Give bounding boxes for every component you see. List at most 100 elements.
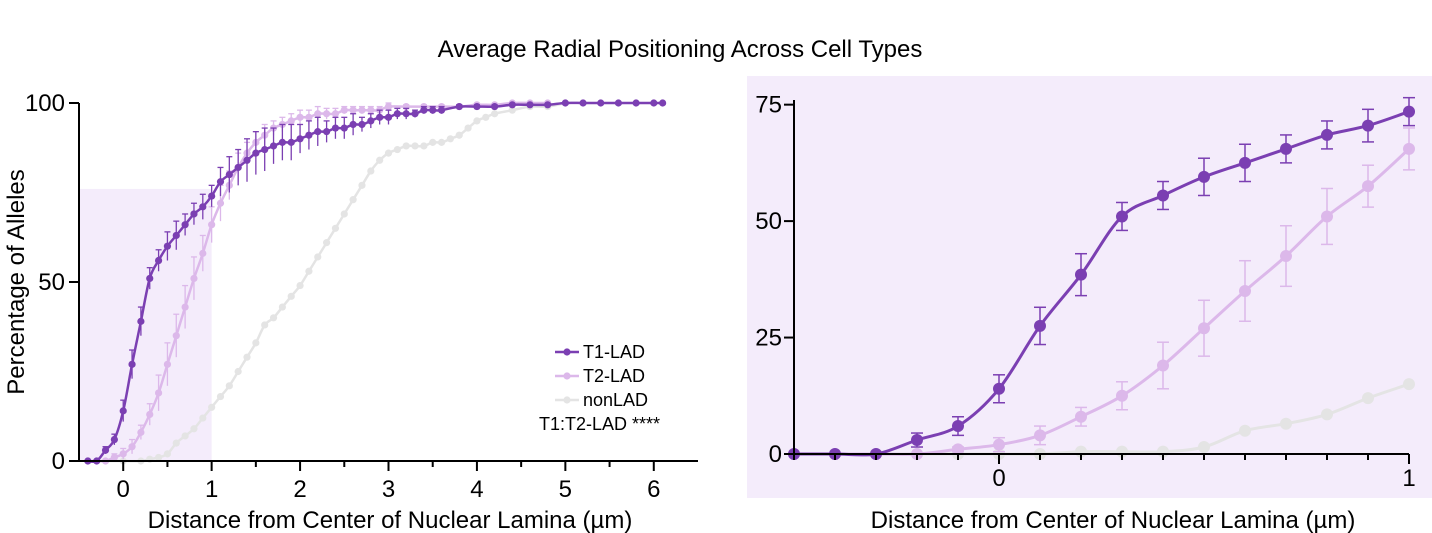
x-tick-label: 0 bbox=[117, 476, 130, 503]
data-point-t2-lad bbox=[287, 117, 295, 125]
data-point-t2-lad bbox=[163, 360, 172, 368]
data-point-t1-lad bbox=[331, 124, 340, 132]
zoom-y-tick-label: 0 bbox=[769, 441, 782, 468]
legend-label-t2-lad: T2-LAD bbox=[583, 366, 645, 386]
zoom-data-point-t1-lad bbox=[1075, 268, 1087, 281]
zoom-data-point-nonlad bbox=[1403, 378, 1415, 391]
y-tick-label: 0 bbox=[52, 448, 65, 475]
data-point-t1-lad bbox=[349, 120, 357, 129]
data-point-t2-lad bbox=[190, 274, 198, 283]
zoom-data-point-nonlad bbox=[1321, 408, 1333, 421]
zoom-data-point-t1-lad bbox=[1321, 128, 1333, 141]
data-point-t1-lad bbox=[128, 360, 136, 368]
y-tick-label: 50 bbox=[38, 269, 65, 296]
data-point-t1-lad bbox=[110, 435, 118, 444]
left-series-layer bbox=[84, 99, 667, 465]
data-point-t2-lad bbox=[367, 106, 375, 114]
data-point-nonlad bbox=[429, 138, 437, 146]
x-tick-label: 3 bbox=[382, 476, 395, 503]
zoom-region-highlight bbox=[79, 188, 212, 462]
data-point-t1-lad bbox=[491, 102, 499, 111]
data-point-t1-lad bbox=[614, 99, 623, 107]
data-point-t1-lad bbox=[393, 110, 401, 118]
data-point-nonlad bbox=[420, 142, 428, 150]
data-point-t2-lad bbox=[137, 428, 145, 436]
data-point-nonlad bbox=[437, 138, 446, 146]
data-point-nonlad bbox=[216, 392, 225, 401]
data-point-nonlad bbox=[154, 453, 163, 462]
data-point-nonlad bbox=[402, 142, 410, 150]
data-point-t1-lad bbox=[323, 128, 331, 136]
data-point-t1-lad bbox=[650, 99, 658, 107]
data-point-t1-lad bbox=[544, 101, 552, 109]
zoom-data-point-t2-lad bbox=[993, 438, 1005, 451]
x-tick-label: 6 bbox=[647, 476, 660, 503]
zoom-data-point-t2-lad bbox=[1362, 180, 1374, 193]
x-axis-title: Distance from Center of Nuclear Lamina (… bbox=[148, 507, 633, 533]
data-point-t1-lad bbox=[367, 117, 375, 125]
data-point-t1-lad bbox=[437, 106, 446, 114]
data-point-t1-lad bbox=[261, 145, 269, 154]
data-point-t1-lad bbox=[561, 99, 569, 107]
data-point-t1-lad bbox=[243, 156, 251, 164]
data-point-t2-lad bbox=[146, 410, 154, 419]
series-nonlad bbox=[84, 99, 569, 465]
data-point-nonlad bbox=[181, 432, 189, 440]
data-point-t1-lad bbox=[411, 110, 419, 118]
legend-marker-t1-lad bbox=[563, 348, 571, 356]
data-point-nonlad bbox=[314, 253, 322, 261]
data-point-t1-lad bbox=[208, 192, 216, 200]
data-point-t1-lad bbox=[181, 221, 189, 229]
data-point-nonlad bbox=[278, 303, 286, 311]
data-point-t1-lad bbox=[314, 128, 322, 136]
data-point-nonlad bbox=[349, 196, 357, 204]
zoom-data-point-nonlad bbox=[1362, 392, 1374, 405]
data-point-t2-lad bbox=[384, 102, 393, 111]
data-point-t1-lad bbox=[172, 231, 180, 240]
x-tick-label: 1 bbox=[205, 476, 218, 503]
data-point-t1-lad bbox=[216, 178, 225, 186]
data-point-nonlad bbox=[367, 167, 375, 175]
data-point-t2-lad bbox=[216, 199, 225, 207]
data-point-nonlad bbox=[455, 131, 463, 139]
data-point-t1-lad bbox=[420, 106, 428, 114]
data-point-nonlad bbox=[163, 450, 172, 458]
zoom-data-point-t2-lad bbox=[1157, 359, 1169, 372]
data-point-t2-lad bbox=[296, 113, 304, 121]
data-point-nonlad bbox=[252, 339, 260, 347]
legend: T1-LAD T2-LAD nonLAD T1:T2-LAD **** bbox=[539, 342, 660, 434]
legend-label-nonlad: nonLAD bbox=[583, 390, 648, 410]
left-axes: 0 50 100 0 1 2 3 4 5 6 bbox=[25, 90, 698, 503]
data-point-nonlad bbox=[446, 135, 454, 143]
zoom-x-tick-label: 0 bbox=[992, 465, 1005, 492]
data-point-t1-lad bbox=[455, 102, 463, 111]
data-point-nonlad bbox=[199, 414, 207, 422]
zoom-y-tick-label: 25 bbox=[755, 325, 782, 352]
data-point-t2-lad bbox=[305, 113, 313, 121]
chart-title: Average Radial Positioning Across Cell T… bbox=[437, 36, 923, 63]
data-point-nonlad bbox=[464, 124, 472, 132]
zoom-y-tick-label: 50 bbox=[755, 208, 782, 235]
data-point-nonlad bbox=[491, 110, 499, 118]
data-point-nonlad bbox=[261, 321, 269, 329]
data-point-t2-lad bbox=[119, 450, 127, 458]
series-t1-lad bbox=[84, 99, 667, 465]
data-point-t1-lad bbox=[101, 446, 110, 454]
data-point-t2-lad bbox=[199, 249, 207, 257]
zoom-data-point-t2-lad bbox=[1239, 284, 1251, 297]
data-point-t1-lad bbox=[190, 210, 198, 218]
data-point-t1-lad bbox=[305, 131, 313, 139]
zoom-x-tick-label: 1 bbox=[1402, 465, 1415, 492]
zoom-data-point-t1-lad bbox=[1198, 170, 1210, 183]
data-point-t2-lad bbox=[154, 389, 163, 397]
data-point-nonlad bbox=[225, 382, 233, 390]
data-point-nonlad bbox=[358, 181, 366, 189]
data-point-nonlad bbox=[384, 149, 393, 157]
x-tick-label: 2 bbox=[293, 476, 306, 503]
zoom-y-tick-label: 75 bbox=[755, 92, 782, 119]
data-point-t1-lad bbox=[659, 99, 667, 107]
data-point-t1-lad bbox=[137, 317, 145, 325]
y-axis-title: Percentage of Alleles bbox=[3, 169, 30, 394]
x-tick-label: 4 bbox=[470, 476, 483, 503]
